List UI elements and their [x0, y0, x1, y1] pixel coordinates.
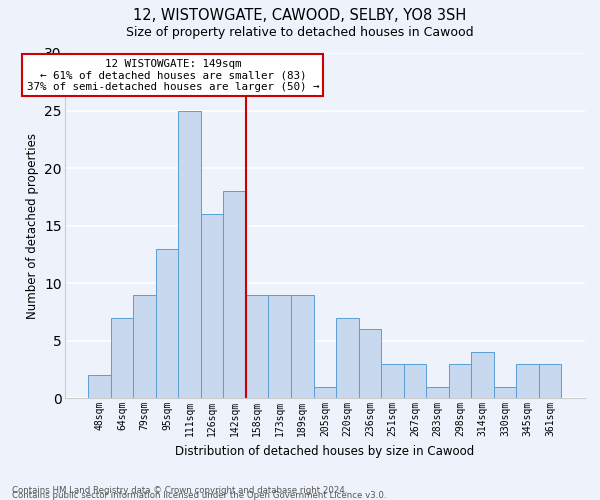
Bar [449, 364, 471, 398]
Text: 12, WISTOWGATE, CAWOOD, SELBY, YO8 3SH: 12, WISTOWGATE, CAWOOD, SELBY, YO8 3SH [133, 8, 467, 22]
Bar [178, 110, 201, 398]
Bar [471, 352, 494, 398]
Text: Contains public sector information licensed under the Open Government Licence v3: Contains public sector information licen… [12, 490, 386, 500]
Bar [291, 294, 314, 398]
Bar [494, 386, 516, 398]
Bar [539, 364, 562, 398]
Text: Size of property relative to detached houses in Cawood: Size of property relative to detached ho… [126, 26, 474, 39]
Bar [223, 191, 246, 398]
Bar [336, 318, 359, 398]
Bar [426, 386, 449, 398]
Bar [404, 364, 426, 398]
Bar [88, 375, 111, 398]
Text: Contains HM Land Registry data © Crown copyright and database right 2024.: Contains HM Land Registry data © Crown c… [12, 486, 347, 495]
Bar [516, 364, 539, 398]
Bar [381, 364, 404, 398]
Bar [246, 294, 268, 398]
Bar [133, 294, 156, 398]
Bar [359, 329, 381, 398]
X-axis label: Distribution of detached houses by size in Cawood: Distribution of detached houses by size … [175, 444, 475, 458]
Text: 12 WISTOWGATE: 149sqm
← 61% of detached houses are smaller (83)
37% of semi-deta: 12 WISTOWGATE: 149sqm ← 61% of detached … [26, 59, 319, 92]
Bar [156, 248, 178, 398]
Bar [201, 214, 223, 398]
Bar [314, 386, 336, 398]
Y-axis label: Number of detached properties: Number of detached properties [26, 132, 38, 318]
Bar [111, 318, 133, 398]
Bar [268, 294, 291, 398]
